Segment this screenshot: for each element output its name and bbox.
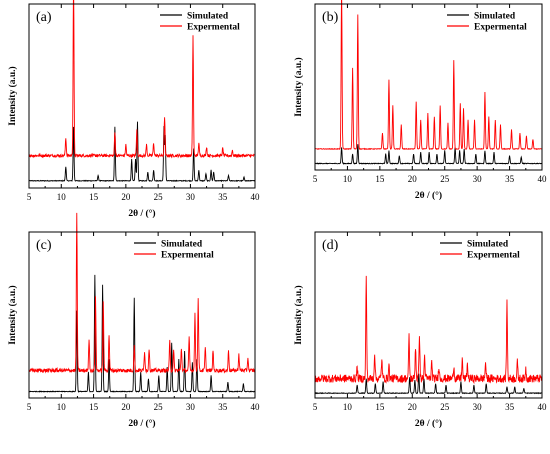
- y-axis-title: Intensity (a.u.): [293, 57, 304, 116]
- x-tick-label: 5: [313, 402, 318, 412]
- legend-label: Simulated: [187, 12, 229, 22]
- series-line-experimental: [314, 275, 543, 385]
- x-tick-label: 40: [538, 402, 548, 412]
- series-line-simulated: [28, 274, 256, 393]
- x-tick-label: 20: [408, 174, 418, 184]
- series-line-simulated: [28, 121, 256, 183]
- x-axis-title: 2θ / (°): [128, 208, 155, 219]
- x-tick-label: 10: [57, 402, 67, 412]
- x-tick-label: 20: [121, 192, 131, 202]
- panel-label: (b): [322, 10, 339, 25]
- chart-panel-d: 5 10 15 20 25 30 35 40 2θ / (°) Intensity (a.u.) (…: [293, 231, 548, 429]
- y-axis-title: Intensity (a.u.): [7, 66, 18, 125]
- plot-frame: [28, 231, 256, 399]
- panel-label: (c): [36, 238, 52, 253]
- x-axis-title: 2θ / (°): [415, 418, 442, 429]
- x-tick-label: 20: [408, 402, 418, 412]
- panel-label: (d): [322, 238, 339, 253]
- x-tick-label: 5: [27, 192, 32, 202]
- x-axis-title: 2θ / (°): [415, 190, 442, 201]
- chart-panel-c: 5 10 15 20 25 30 35 40 2θ / (°) Intensity (a.u.) (…: [7, 212, 261, 429]
- x-tick-label: 30: [186, 402, 196, 412]
- chart-panel-a: 5 10 15 20 25 30 35 40 2θ / (°) Intensity (a.u.) (…: [7, 0, 260, 219]
- x-tick-label: 20: [121, 402, 131, 412]
- series-line-experimental: [314, 0, 543, 151]
- legend-label: Simulated: [474, 12, 516, 22]
- x-axis-title: 2θ / (°): [128, 418, 155, 429]
- x-tick-label: 40: [251, 402, 261, 412]
- legend-label: Expermental: [187, 23, 240, 33]
- legend-label: Simulated: [467, 240, 509, 250]
- x-tick-label: 15: [375, 402, 385, 412]
- x-tick-label: 15: [89, 402, 99, 412]
- legend-label: Simulated: [161, 240, 203, 250]
- x-tick-label: 10: [57, 192, 67, 202]
- series-line-simulated: [314, 373, 543, 395]
- x-tick-label: 35: [218, 402, 228, 412]
- series-line-experimental: [28, 0, 256, 159]
- x-tick-label: 5: [313, 174, 318, 184]
- x-tick-label: 25: [440, 402, 450, 412]
- series-line-simulated: [314, 144, 543, 165]
- x-tick-label: 30: [473, 402, 483, 412]
- x-tick-label: 10: [343, 174, 353, 184]
- y-axis-title: Intensity (a.u.): [293, 285, 304, 344]
- chart-panel-b: 5 10 15 20 25 30 35 40 2θ / (°) Intensity (a.u.) (…: [293, 0, 547, 201]
- x-tick-label: 40: [538, 174, 548, 184]
- x-tick-label: 35: [505, 402, 515, 412]
- x-tick-label: 10: [343, 402, 353, 412]
- panel-label: (a): [36, 10, 52, 25]
- legend-label: Expermental: [467, 251, 520, 261]
- x-tick-label: 35: [505, 174, 515, 184]
- legend-label: Expermental: [161, 251, 214, 261]
- legend-label: Expermental: [474, 23, 527, 33]
- x-tick-label: 35: [218, 192, 228, 202]
- x-tick-label: 15: [375, 174, 385, 184]
- x-tick-label: 30: [473, 174, 483, 184]
- x-tick-label: 5: [27, 402, 32, 412]
- y-axis-title: Intensity (a.u.): [7, 285, 18, 344]
- x-tick-label: 25: [154, 402, 164, 412]
- x-tick-label: 30: [186, 192, 196, 202]
- x-tick-label: 25: [154, 192, 164, 202]
- x-tick-label: 25: [440, 174, 450, 184]
- series-line-experimental: [28, 212, 256, 374]
- x-tick-label: 40: [251, 192, 261, 202]
- x-tick-label: 15: [89, 192, 99, 202]
